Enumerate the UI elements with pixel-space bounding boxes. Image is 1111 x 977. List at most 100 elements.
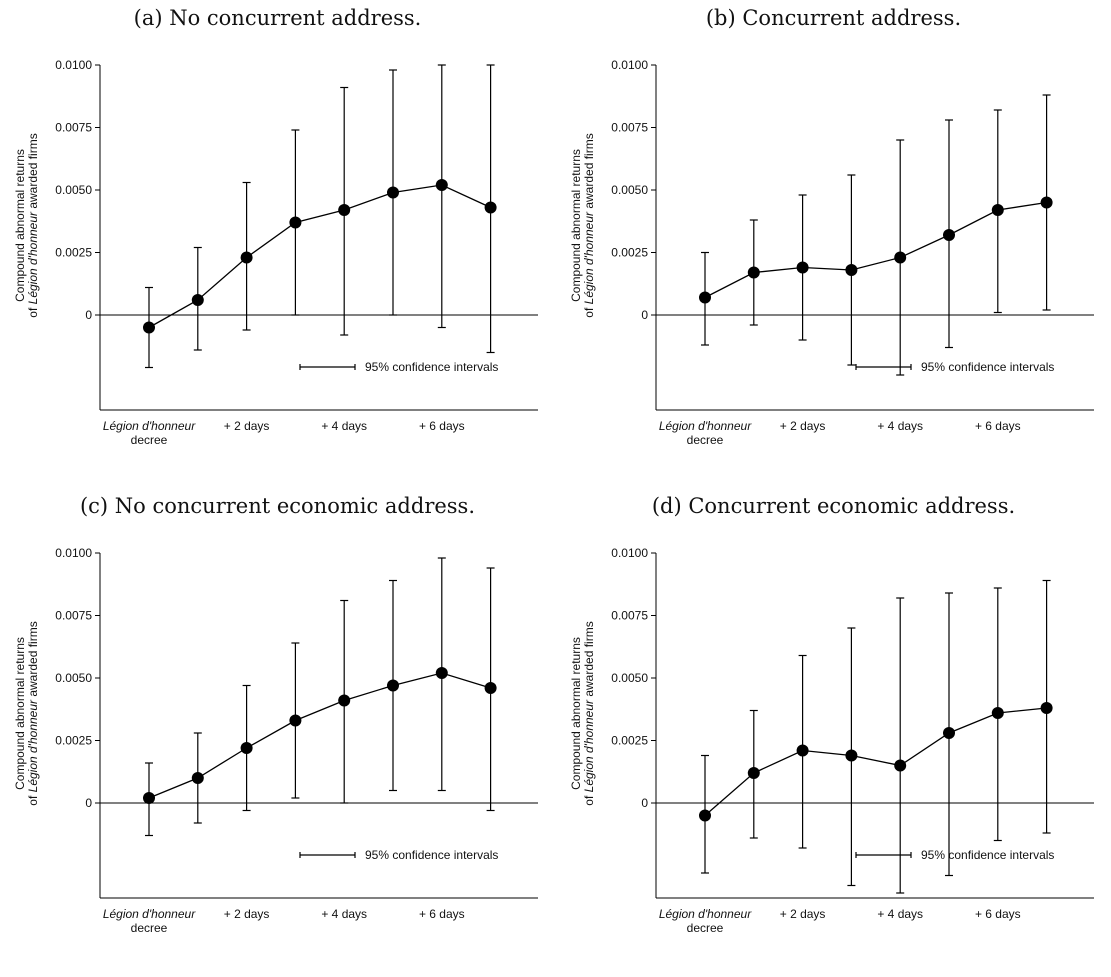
data-point (435, 179, 448, 191)
data-point (435, 667, 448, 679)
data-point (484, 682, 497, 694)
x-tick-label: + 2 days (780, 907, 826, 921)
x-tick-label: decree (131, 921, 168, 935)
chart-svg: 0.0100 0.0075 0.0050 0.0025 0 Compound abnorm… (13, 546, 538, 935)
y-tick-label: 0 (641, 796, 648, 810)
x-tick-label: + 4 days (877, 907, 923, 921)
y-tick-label: 0 (85, 796, 92, 810)
data-point (943, 229, 955, 241)
y-tick-label: 0.0100 (611, 58, 648, 72)
y-tick-label: 0.0075 (55, 609, 92, 623)
y-tick-label: 0.0075 (611, 121, 648, 135)
y-tick-label: 0.0050 (55, 671, 92, 685)
y-tick-label: 0.0025 (611, 734, 648, 748)
chart-svg: 0.0100 0.0075 0.0050 0.0025 0 Compound abnorm… (13, 58, 538, 447)
legend-label: 95% confidence intervals (365, 848, 498, 862)
data-point (845, 749, 858, 762)
x-tick-label: + 4 days (321, 419, 367, 433)
data-point (943, 727, 955, 739)
chart-panel-a: (a) No concurrent address. 0.0100 0.0075 0… (0, 0, 555, 488)
data-point (240, 251, 253, 264)
legend-label: 95% confidence intervals (921, 848, 1054, 862)
chart-panel-b: (b) Concurrent address. 0.0100 0.0075 0.00… (556, 0, 1111, 488)
data-point (387, 186, 399, 199)
x-tick-label: Légion d'honneur (659, 419, 752, 433)
x-tick-label: + 2 days (780, 419, 826, 433)
data-point (338, 694, 351, 707)
data-point (240, 742, 253, 754)
x-tick-label: + 6 days (975, 907, 1021, 921)
chart-title: (d) Concurrent economic address. (651, 494, 1016, 518)
x-tick-label: + 6 days (419, 419, 465, 433)
y-axis-label: Compound abnormal returns (569, 637, 583, 790)
y-axis-label: Compound abnormal returns (13, 149, 27, 302)
chart-svg: 0.0100 0.0075 0.0050 0.0025 0 Compound abnorm… (569, 546, 1094, 935)
data-point (991, 707, 1004, 719)
data-point (796, 261, 809, 274)
y-axis-label: Compound abnormal returns (569, 149, 583, 302)
series-line (148, 184, 491, 329)
data-point (143, 792, 155, 804)
x-tick-label: decree (131, 433, 168, 447)
chart-panel-d: (d) Concurrent economic address. 0.0100 0… (556, 488, 1111, 976)
y-tick-label: 0.0100 (55, 546, 92, 560)
y-tick-label: 0.0050 (611, 671, 648, 685)
x-tick-label: decree (687, 921, 724, 935)
data-point (191, 772, 204, 784)
y-tick-label: 0 (641, 308, 648, 322)
x-tick-label: Légion d'honneur (659, 907, 752, 921)
series-line (704, 707, 1047, 816)
chart-title: (a) No concurrent address. (133, 6, 422, 30)
y-tick-label: 0 (85, 308, 92, 322)
y-axis-label-line2: of Légion d'honneur awarded firms (582, 133, 596, 317)
chart-panel-c: (c) No concurrent economic address. 0.01… (0, 488, 555, 976)
data-point (1040, 702, 1053, 714)
y-tick-label: 0.0100 (55, 58, 92, 72)
data-point (289, 216, 302, 229)
x-tick-label: Légion d'honneur (103, 907, 196, 921)
series-line (704, 201, 1047, 299)
y-tick-label: 0.0025 (611, 246, 648, 260)
series-line (148, 672, 491, 799)
x-tick-label: decree (687, 433, 724, 447)
chart-svg: 0.0100 0.0075 0.0050 0.0025 0 Compound abnorm… (569, 58, 1094, 447)
x-tick-label: + 4 days (321, 907, 367, 921)
legend-label: 95% confidence intervals (921, 360, 1054, 374)
data-point (894, 251, 907, 264)
x-tick-label: + 6 days (419, 907, 465, 921)
y-tick-label: 0.0100 (611, 546, 648, 560)
data-point (894, 759, 907, 772)
data-point (387, 679, 399, 692)
y-axis-label-line2: of Légion d'honneur awarded firms (582, 621, 596, 805)
data-point (191, 294, 204, 306)
x-tick-label: Légion d'honneur (103, 419, 196, 433)
y-tick-label: 0.0025 (55, 734, 92, 748)
chart-title: (c) No concurrent economic address. (79, 494, 476, 518)
y-axis-label: Compound abnormal returns (13, 637, 27, 790)
data-point (699, 291, 711, 304)
chart-title: (b) Concurrent address. (705, 6, 962, 30)
data-point (747, 767, 760, 779)
y-tick-label: 0.0075 (611, 609, 648, 623)
y-tick-label: 0.0025 (55, 246, 92, 260)
x-tick-label: + 2 days (224, 419, 270, 433)
y-axis-label-line2: of Légion d'honneur awarded firms (26, 621, 40, 805)
legend-label: 95% confidence intervals (365, 360, 498, 374)
data-point (991, 204, 1004, 216)
x-tick-label: + 6 days (975, 419, 1021, 433)
data-point (143, 321, 155, 334)
y-tick-label: 0.0050 (55, 183, 92, 197)
x-tick-label: + 4 days (877, 419, 923, 433)
y-tick-label: 0.0050 (611, 183, 648, 197)
y-axis-label-line2: of Légion d'honneur awarded firms (26, 133, 40, 317)
data-point (484, 201, 497, 214)
data-point (289, 714, 302, 727)
data-point (699, 809, 711, 822)
data-point (747, 266, 760, 279)
x-tick-label: + 2 days (224, 907, 270, 921)
data-point (845, 264, 858, 276)
data-point (338, 204, 351, 216)
y-tick-label: 0.0075 (55, 121, 92, 135)
data-point (796, 744, 809, 757)
data-point (1040, 196, 1053, 209)
